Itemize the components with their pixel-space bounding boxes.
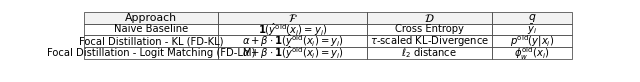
Text: $\mathcal{D}$: $\mathcal{D}$: [424, 12, 435, 24]
Bar: [492, 47, 572, 59]
Text: $\ell_2$ distance: $\ell_2$ distance: [401, 46, 458, 60]
Bar: [492, 24, 572, 35]
Bar: [367, 24, 492, 35]
Text: $\phi_w^{\mathrm{old}}(x_i)$: $\phi_w^{\mathrm{old}}(x_i)$: [514, 45, 550, 62]
Text: Approach: Approach: [125, 13, 177, 23]
Text: $\mathbf{1}(\hat{y}^{\mathrm{old}}(x_i) = y_i)$: $\mathbf{1}(\hat{y}^{\mathrm{old}}(x_i) …: [258, 21, 327, 38]
Text: $q$: $q$: [527, 12, 536, 24]
Bar: [218, 24, 367, 35]
Text: Cross Entropy: Cross Entropy: [395, 25, 464, 35]
Text: $\bar{y}_i$: $\bar{y}_i$: [527, 22, 537, 36]
Bar: [367, 35, 492, 47]
Bar: [367, 12, 492, 24]
Text: $\tau$-scaled KL-Divergence: $\tau$-scaled KL-Divergence: [370, 34, 489, 48]
Bar: [218, 47, 367, 59]
Text: $p^{\mathrm{old}}(y|x_i)$: $p^{\mathrm{old}}(y|x_i)$: [509, 33, 554, 49]
Bar: [492, 12, 572, 24]
Text: $\alpha + \beta \cdot \mathbf{1}(\hat{y}^{\mathrm{old}}(x_i) = y_i)$: $\alpha + \beta \cdot \mathbf{1}(\hat{y}…: [242, 33, 344, 49]
Bar: [367, 47, 492, 59]
Bar: [84, 35, 218, 47]
Text: Focal Distillation - KL (FD-KL): Focal Distillation - KL (FD-KL): [79, 36, 223, 46]
Bar: [492, 35, 572, 47]
Text: Focal Distillation - Logit Matching (FD-LM): Focal Distillation - Logit Matching (FD-…: [47, 48, 255, 58]
Bar: [84, 24, 218, 35]
Text: $\alpha + \beta \cdot \mathbf{1}(\hat{y}^{\mathrm{old}}(x_i) = y_i)$: $\alpha + \beta \cdot \mathbf{1}(\hat{y}…: [242, 45, 344, 61]
Bar: [84, 12, 218, 24]
Bar: [218, 35, 367, 47]
Text: Naive Baseline: Naive Baseline: [114, 25, 188, 35]
Text: $\mathcal{F}$: $\mathcal{F}$: [288, 12, 298, 24]
Bar: [218, 12, 367, 24]
Bar: [84, 47, 218, 59]
